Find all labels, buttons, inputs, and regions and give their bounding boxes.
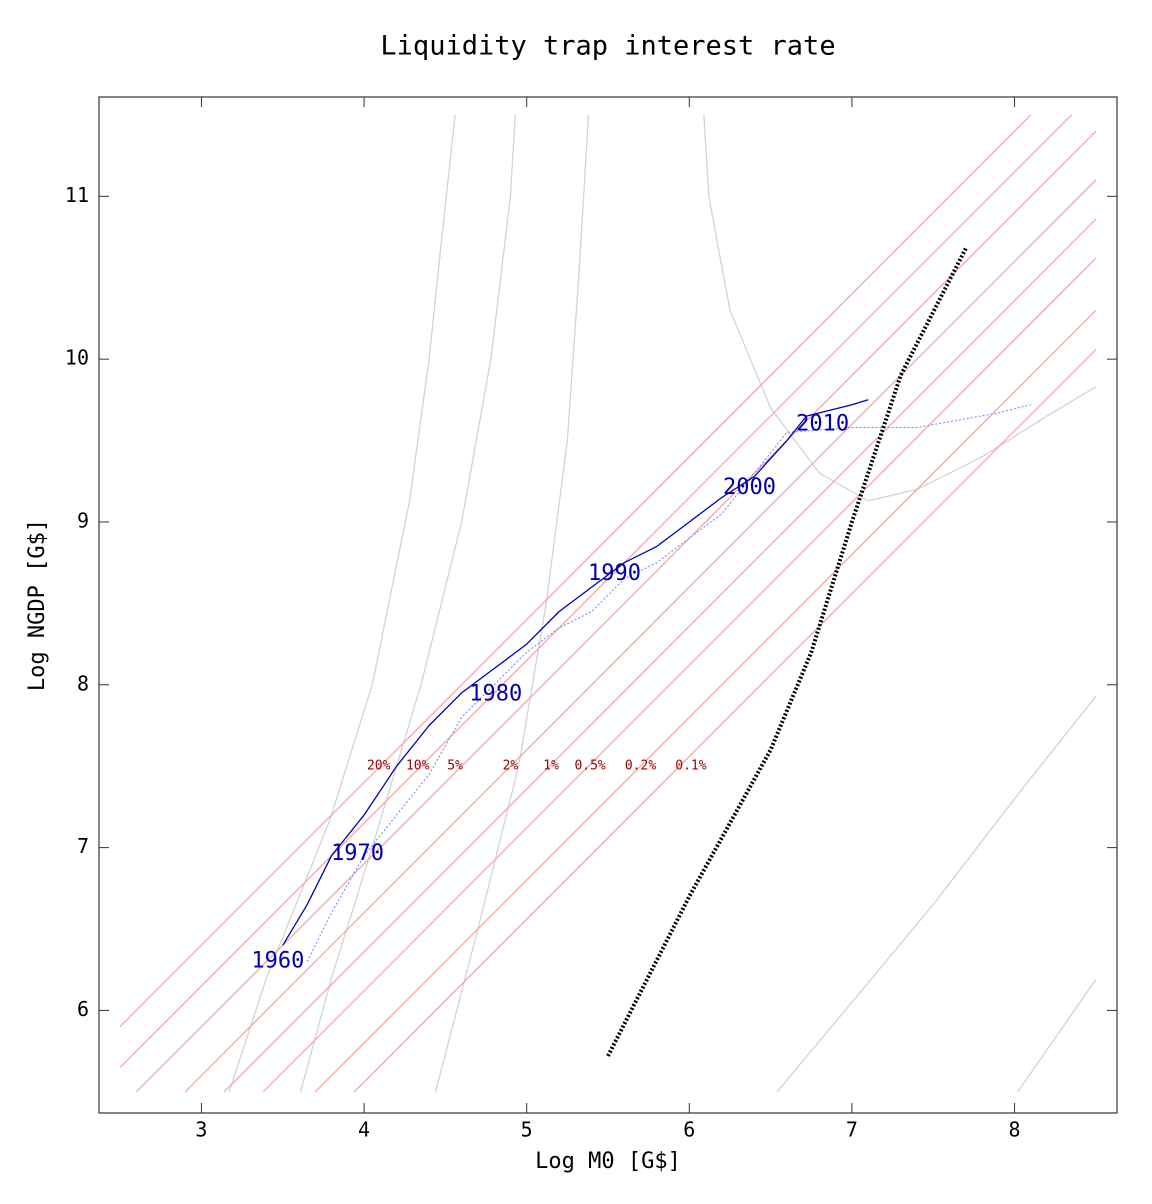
series-line	[223, 218, 1097, 1093]
series-line	[135, 130, 1097, 1093]
chart-title: Liquidity trap interest rate	[380, 31, 835, 62]
x-tick-label: 8	[1009, 1118, 1021, 1142]
annotation: 1970	[331, 841, 384, 866]
series-line	[119, 114, 1032, 1028]
annotation: 1980	[469, 682, 522, 707]
x-tick-label: 6	[683, 1118, 695, 1142]
y-tick-label: 10	[65, 346, 89, 370]
series-line	[299, 114, 516, 1092]
series-line	[262, 257, 1097, 1093]
annotation: 1%	[543, 759, 559, 774]
y-tick-label: 8	[77, 671, 89, 695]
frame	[98, 96, 1118, 1114]
annotation: 2010	[796, 411, 849, 436]
annotation: 2000	[723, 475, 776, 500]
series-line	[703, 114, 1097, 502]
series-line	[119, 114, 1072, 1068]
annotation: 10%	[406, 759, 430, 774]
y-tick-label: 11	[65, 183, 89, 207]
series-line	[306, 404, 1031, 962]
annotation: 1960	[251, 949, 304, 974]
x-tick-label: 7	[846, 1118, 858, 1142]
series-line	[1017, 979, 1097, 1093]
annotation: 1990	[588, 561, 641, 586]
series-line	[606, 247, 968, 1057]
y-tick-label: 9	[77, 508, 89, 532]
annotation: 2%	[503, 759, 519, 774]
series-line	[184, 179, 1097, 1093]
annotation: 0.5%	[574, 759, 605, 774]
plot-area: 20% 10% 5% 2% 1% 0.5% 0.2% 0.1% 1960 1970 1980 1990…	[119, 114, 1097, 1093]
annotation: 20%	[367, 759, 391, 774]
x-tick-label: 5	[521, 1118, 533, 1142]
series-line	[353, 348, 1097, 1093]
x-tick-label: 4	[358, 1118, 370, 1142]
series-line	[282, 399, 869, 946]
series-line	[776, 695, 1097, 1093]
annotation: 5%	[447, 759, 463, 774]
y-axis-label: Log NGDP [G$]	[25, 519, 50, 691]
x-axis-label: Log M0 [G$]	[535, 1149, 681, 1174]
annotation: 0.1%	[675, 759, 706, 774]
x-tick-label: 3	[195, 1118, 207, 1142]
series-line	[314, 309, 1097, 1093]
y-tick-label: 6	[77, 997, 89, 1021]
annotation: 0.2%	[625, 759, 656, 774]
y-tick-label: 7	[77, 834, 89, 858]
series-line	[434, 114, 590, 1092]
